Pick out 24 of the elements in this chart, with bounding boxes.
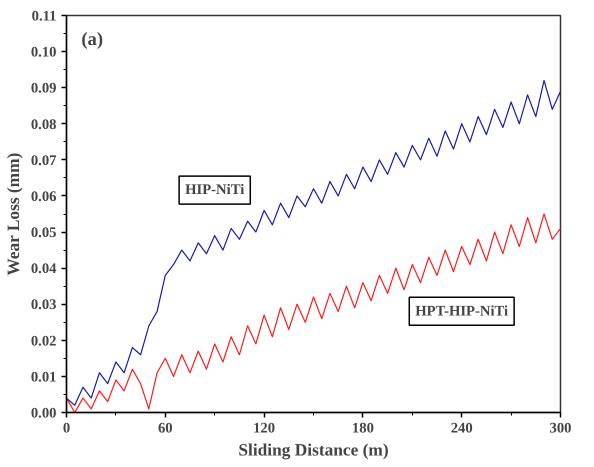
x-tick-label: 240 xyxy=(450,420,473,436)
series-label: HPT-HIP-NiTi xyxy=(415,303,508,320)
y-tick-label: 0.00 xyxy=(30,406,57,422)
x-tick-label: 180 xyxy=(352,420,374,436)
annotation: (a) xyxy=(81,28,104,50)
x-tick-label: 120 xyxy=(253,420,276,436)
y-tick-label: 0.02 xyxy=(30,333,57,350)
y-tick-label: 0.06 xyxy=(30,188,57,205)
y-tick-label: 0.09 xyxy=(30,80,57,97)
x-tick-label: 60 xyxy=(158,420,173,436)
y-tick-label: 0.01 xyxy=(30,369,57,386)
x-axis-title: Sliding Distance (m) xyxy=(238,440,389,460)
y-axis-title: Wear Loss (mm) xyxy=(4,152,23,276)
y-tick-label: 0.05 xyxy=(30,225,57,242)
x-tick-label: 0 xyxy=(62,420,70,436)
y-tick-label: 0.07 xyxy=(30,152,57,169)
line-series xyxy=(66,80,560,406)
y-tick-label: 0.03 xyxy=(30,297,57,314)
y-tick-label: 0.10 xyxy=(30,44,57,61)
y-tick-label: 0.04 xyxy=(30,261,58,278)
y-tick-label: 0.08 xyxy=(30,116,57,133)
series-label: HIP-NiTi xyxy=(185,182,244,198)
x-tick-label: 300 xyxy=(550,420,572,436)
y-tick-label: 0.11 xyxy=(32,8,57,24)
